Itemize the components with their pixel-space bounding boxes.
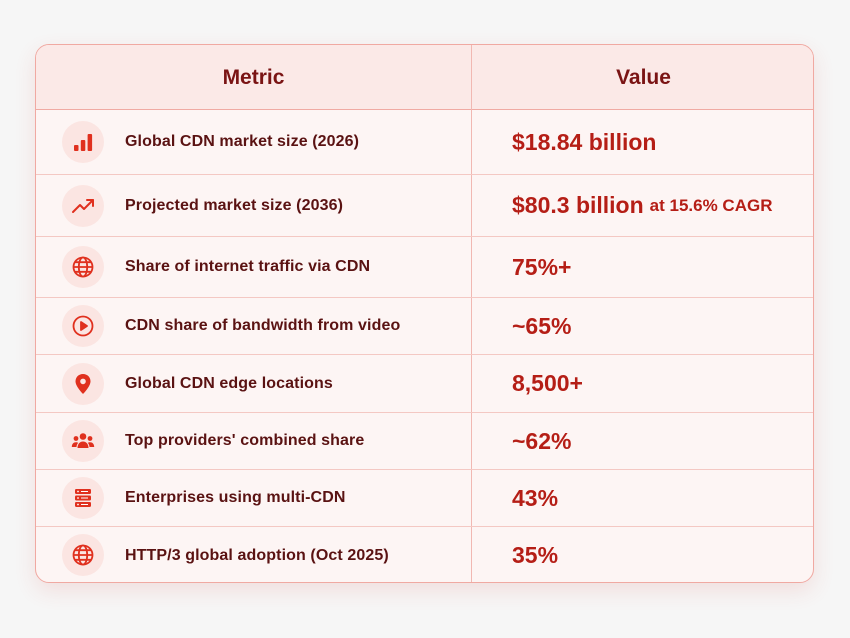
map-pin-icon — [62, 363, 104, 405]
metric-label: Global CDN edge locations — [125, 374, 333, 392]
metric-label: CDN share of bandwidth from video — [125, 317, 401, 334]
table-row: Share of internet traffic via CDN 75%+ — [36, 237, 813, 298]
value-main: $18.84 billion — [512, 128, 657, 155]
metric-value: $18.84 billion — [512, 110, 656, 174]
metric-label: Projected market size (2036) — [125, 196, 344, 214]
metric-value: 75%+ — [512, 237, 571, 297]
users-group-icon — [62, 420, 104, 462]
value-main: 75%+ — [512, 253, 572, 280]
table-row: Global CDN market size (2026) $18.84 bil… — [36, 110, 813, 175]
value-main: 35% — [512, 542, 559, 568]
table-header: Metric Value — [36, 45, 813, 110]
table-row: Global CDN edge locations 8,500+ — [36, 355, 813, 413]
bar-chart-icon — [62, 121, 104, 163]
metric-value: ~65% — [512, 298, 571, 354]
trending-up-icon — [62, 185, 104, 227]
metric-label: Global CDN market size (2026) — [125, 133, 360, 150]
globe-icon — [62, 246, 104, 288]
value-main: 8,500+ — [512, 370, 583, 396]
column-divider — [471, 45, 472, 582]
metric-value: 35% — [512, 527, 559, 582]
value-main: ~62% — [512, 427, 572, 454]
metric-label: Enterprises using multi-CDN — [125, 489, 346, 506]
table-row: CDN share of bandwidth from video ~65% — [36, 298, 813, 355]
metric-column-header: Metric — [222, 66, 285, 89]
value-column-header: Value — [616, 66, 671, 89]
metric-label: Top providers' combined share — [125, 432, 365, 449]
table-row: HTTP/3 global adoption (Oct 2025) 35% — [36, 527, 813, 582]
server-stack-icon — [62, 477, 104, 519]
value-main: $80.3 billion — [512, 192, 644, 218]
value-suffix: at 15.6% CAGR — [649, 195, 773, 215]
metric-value: ~62% — [512, 413, 571, 469]
stats-table: Metric Value Global CDN market size (202… — [35, 44, 814, 583]
play-circle-icon — [62, 305, 104, 347]
table-row: Top providers' combined share ~62% — [36, 413, 813, 470]
metric-label: Share of internet traffic via CDN — [125, 258, 371, 275]
value-main: 43% — [512, 484, 559, 511]
table-row: Enterprises using multi-CDN 43% — [36, 470, 813, 527]
metric-value: $80.3 billion at 15.6% CAGR — [512, 175, 772, 236]
metric-label: HTTP/3 global adoption (Oct 2025) — [125, 546, 389, 564]
metric-value: 8,500+ — [512, 355, 583, 412]
table-row: Projected market size (2036) $80.3 billi… — [36, 175, 813, 237]
metric-value: 43% — [512, 470, 558, 526]
globe-icon — [62, 534, 104, 576]
value-main: ~65% — [512, 312, 572, 339]
